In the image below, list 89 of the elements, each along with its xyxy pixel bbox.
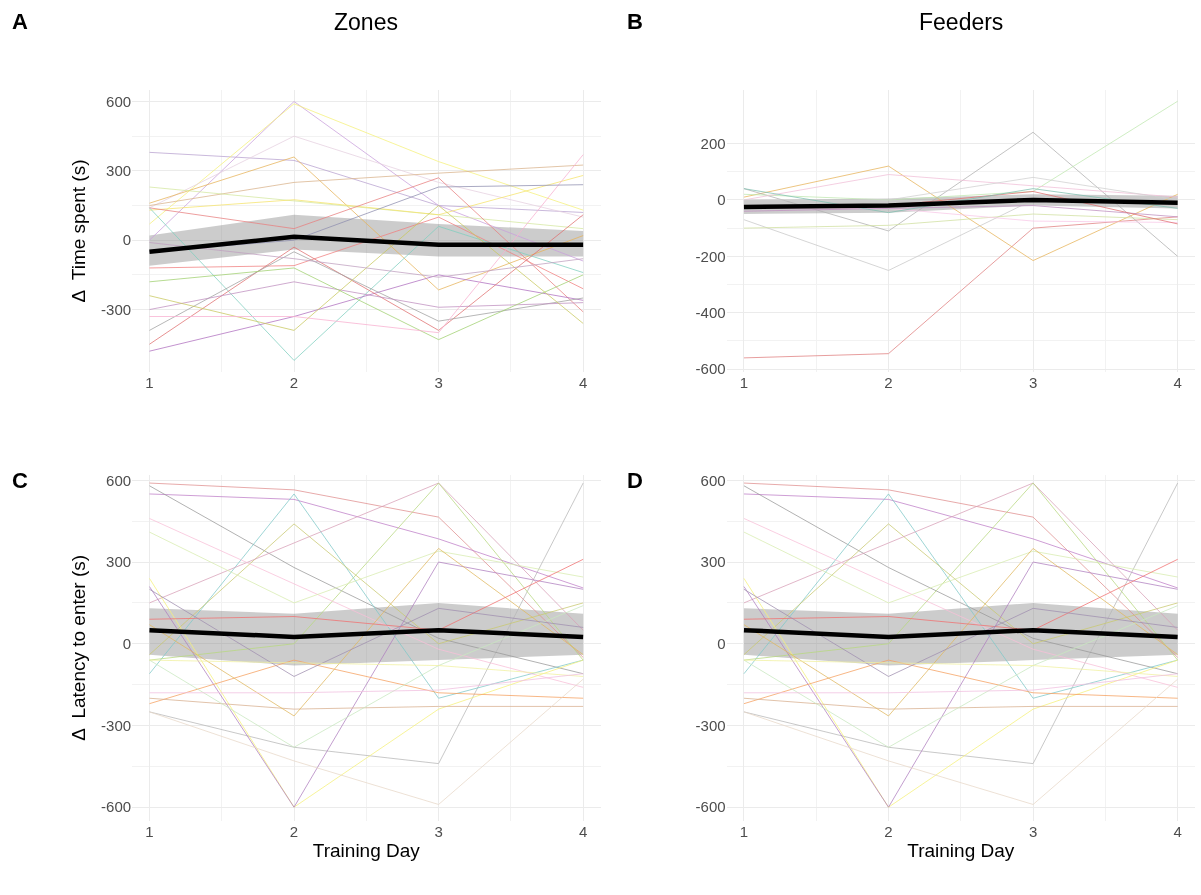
line-series — [743, 174, 1179, 201]
line-series — [149, 558, 584, 631]
line-series — [149, 605, 584, 748]
line-series — [149, 588, 584, 677]
x-axis-title: Training Day — [907, 839, 1015, 861]
y-tick-label: 0 — [122, 231, 132, 249]
y-tick-label: -600 — [101, 798, 132, 816]
line-series — [743, 216, 1179, 359]
line-series — [149, 251, 584, 331]
line-series — [149, 103, 584, 225]
text: B — [627, 9, 643, 34]
line-series — [743, 659, 1179, 705]
line-series — [743, 493, 1179, 589]
y-tick-label: -200 — [695, 247, 726, 265]
line-series — [149, 493, 584, 589]
x-tick-label: 4 — [578, 373, 588, 391]
x-tick-label: 1 — [739, 373, 749, 391]
line-series — [149, 482, 584, 765]
line-series — [743, 558, 1179, 631]
line-series — [149, 281, 584, 311]
line-series — [741, 197, 1180, 210]
chart-title: Zones — [334, 9, 398, 35]
line-series — [149, 177, 584, 313]
x-tick-label: 3 — [1028, 373, 1038, 391]
x-tick-label: 4 — [578, 822, 588, 840]
y-tick-label: 600 — [106, 471, 132, 489]
y-tick-label: 300 — [106, 553, 132, 571]
y-tick-label: 0 — [717, 635, 726, 653]
x-tick-label: 2 — [884, 373, 893, 391]
chart-title: Feeders — [919, 9, 1004, 35]
y-axis-title: Δ Time spent (s) — [67, 159, 89, 303]
text: C — [12, 468, 28, 493]
y-tick-label: -300 — [101, 300, 132, 318]
y-tick-label: 0 — [717, 191, 726, 209]
line-series — [149, 101, 584, 262]
x-tick-label: 4 — [1173, 822, 1182, 840]
line-series — [149, 482, 584, 631]
x-axis-title: Training Day — [312, 839, 421, 861]
y-tick-label: -300 — [695, 716, 726, 734]
line-series — [149, 156, 584, 291]
line-series — [743, 165, 1179, 262]
line-series — [149, 205, 584, 331]
line-series — [149, 659, 584, 677]
x-tick-label: 2 — [884, 822, 893, 840]
line-series — [743, 588, 1179, 677]
text: A — [12, 9, 28, 34]
y-tick-label: 0 — [122, 635, 132, 653]
y-tick-label: 600 — [700, 471, 726, 489]
y-tick-label: -300 — [101, 716, 132, 734]
y-tick-label: -600 — [695, 798, 726, 816]
line-series — [149, 151, 584, 213]
line-series — [149, 135, 584, 218]
x-tick-label: 1 — [145, 373, 154, 391]
y-tick-label: 600 — [106, 92, 132, 110]
x-tick-label: 3 — [434, 373, 443, 391]
line-series — [743, 605, 1179, 748]
x-tick-label: 2 — [289, 373, 299, 391]
line-series — [743, 523, 1179, 656]
line-series — [149, 659, 584, 705]
y-tick-label: 300 — [700, 553, 726, 571]
line-series — [743, 547, 1179, 717]
line-series — [743, 205, 1179, 218]
line-series — [149, 523, 584, 656]
line-series — [149, 267, 584, 341]
line-series — [743, 482, 1179, 631]
x-tick-label: 3 — [1028, 822, 1038, 840]
line-series — [743, 213, 1179, 229]
y-tick-label: 200 — [700, 134, 726, 152]
x-tick-label: 3 — [434, 822, 443, 840]
y-tick-label: -600 — [695, 360, 726, 378]
line-series — [149, 531, 584, 604]
x-tick-label: 1 — [739, 822, 749, 840]
line-series — [149, 678, 584, 805]
y-tick-label: -400 — [695, 304, 726, 322]
line-series — [149, 175, 584, 216]
line-series — [149, 547, 584, 717]
y-axis-title: Δ Latency to enter (s) — [67, 554, 89, 741]
x-tick-label: 4 — [1173, 373, 1182, 391]
line-series — [743, 100, 1179, 201]
line-series — [149, 164, 584, 206]
x-tick-label: 1 — [145, 822, 154, 840]
line-series — [743, 678, 1179, 805]
line-series — [743, 531, 1179, 604]
line-series — [149, 274, 584, 352]
line-series — [149, 186, 584, 230]
text: D — [627, 468, 643, 493]
y-tick-label: 300 — [106, 162, 132, 180]
x-tick-label: 2 — [289, 822, 299, 840]
line-series — [743, 659, 1179, 677]
